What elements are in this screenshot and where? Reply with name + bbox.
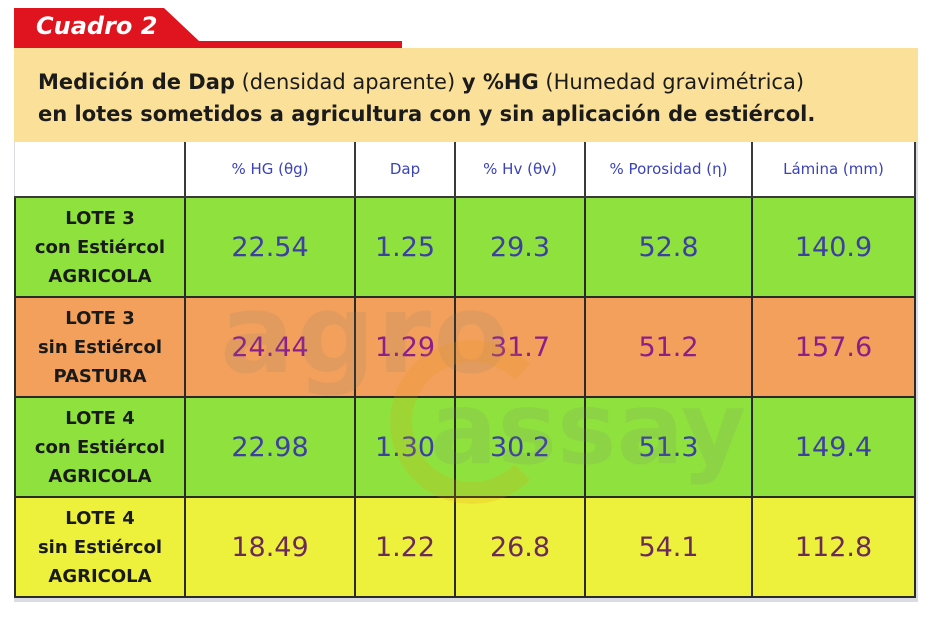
- row-label-line: LOTE 3: [65, 307, 135, 329]
- row-label-line: sin Estiércol: [37, 336, 163, 358]
- table-cell: 112.8: [751, 496, 916, 598]
- table-cell: 54.1: [584, 496, 753, 598]
- row-label-line: sin Estiércol: [37, 536, 163, 558]
- row-label-line: AGRICOLA: [48, 265, 152, 287]
- row-label-line: LOTE 4: [65, 507, 135, 529]
- table-cell: 22.54: [184, 196, 356, 298]
- cuadro-tag: Cuadro 2: [14, 8, 402, 48]
- row-label: LOTE 3 con Estiércol AGRICOLA: [14, 196, 186, 298]
- caption-part: (densidad aparente): [234, 70, 462, 94]
- caption-part: (Humedad gravimétrica): [538, 70, 805, 94]
- table-cell: 22.98: [184, 396, 356, 498]
- table-caption: Medición de Dap (densidad aparente) y %H…: [14, 48, 918, 142]
- caption-line-2: en lotes sometidos a agricultura con y s…: [38, 102, 816, 126]
- table-cell: 149.4: [751, 396, 916, 498]
- header-cell: Lámina (mm): [751, 142, 916, 198]
- table-row: LOTE 3 con Estiércol AGRICOLA 22.54 1.25…: [14, 196, 916, 298]
- data-table-container: % HG (θg) Dap % Hv (θv) % Porosidad (η) …: [14, 142, 918, 602]
- table-cell: 52.8: [584, 196, 753, 298]
- table-cell: 1.25: [354, 196, 456, 298]
- table-cell: 31.7: [454, 296, 586, 398]
- row-label: LOTE 4 con Estiércol AGRICOLA: [14, 396, 186, 498]
- row-label: LOTE 4 sin Estiércol AGRICOLA: [14, 496, 186, 598]
- row-label-line: PASTURA: [53, 365, 147, 387]
- header-cell: % HG (θg): [184, 142, 356, 198]
- caption-part: y %HG: [461, 70, 539, 94]
- table-cell: 140.9: [751, 196, 916, 298]
- tag-label: Cuadro 2: [36, 12, 158, 40]
- table-cell: 1.30: [354, 396, 456, 498]
- data-table: % HG (θg) Dap % Hv (θv) % Porosidad (η) …: [14, 142, 916, 598]
- header-cell: % Porosidad (η): [584, 142, 753, 198]
- table-cell: 51.3: [584, 396, 753, 498]
- row-label-line: con Estiércol: [34, 236, 166, 258]
- table-row: LOTE 4 sin Estiércol AGRICOLA 18.49 1.22…: [14, 496, 916, 598]
- table-cell: 157.6: [751, 296, 916, 398]
- header-row: % HG (θg) Dap % Hv (θv) % Porosidad (η) …: [15, 142, 916, 198]
- header-cell: [15, 142, 186, 198]
- header-cell: % Hv (θv): [454, 142, 586, 198]
- row-label-line: AGRICOLA: [48, 465, 152, 487]
- table-cell: 26.8: [454, 496, 586, 598]
- table-cell: 24.44: [184, 296, 356, 398]
- row-label-line: AGRICOLA: [48, 565, 152, 587]
- table-cell: 29.3: [454, 196, 586, 298]
- table-cell: 51.2: [584, 296, 753, 398]
- row-label-line: LOTE 4: [65, 407, 135, 429]
- table-cell: 1.22: [354, 496, 456, 598]
- row-label-line: con Estiércol: [34, 436, 166, 458]
- table-row: LOTE 3 sin Estiércol PASTURA 24.44 1.29 …: [14, 296, 916, 398]
- table-row: LOTE 4 con Estiércol AGRICOLA 22.98 1.30…: [14, 396, 916, 498]
- table-cell: 30.2: [454, 396, 586, 498]
- caption-line-1: Medición de Dap (densidad aparente) y %H…: [38, 66, 918, 98]
- row-label: LOTE 3 sin Estiércol PASTURA: [14, 296, 186, 398]
- header-cell: Dap: [354, 142, 456, 198]
- row-label-line: LOTE 3: [65, 207, 135, 229]
- table-cell: 1.29: [354, 296, 456, 398]
- caption-part: Medición de Dap: [38, 70, 235, 94]
- table-cell: 18.49: [184, 496, 356, 598]
